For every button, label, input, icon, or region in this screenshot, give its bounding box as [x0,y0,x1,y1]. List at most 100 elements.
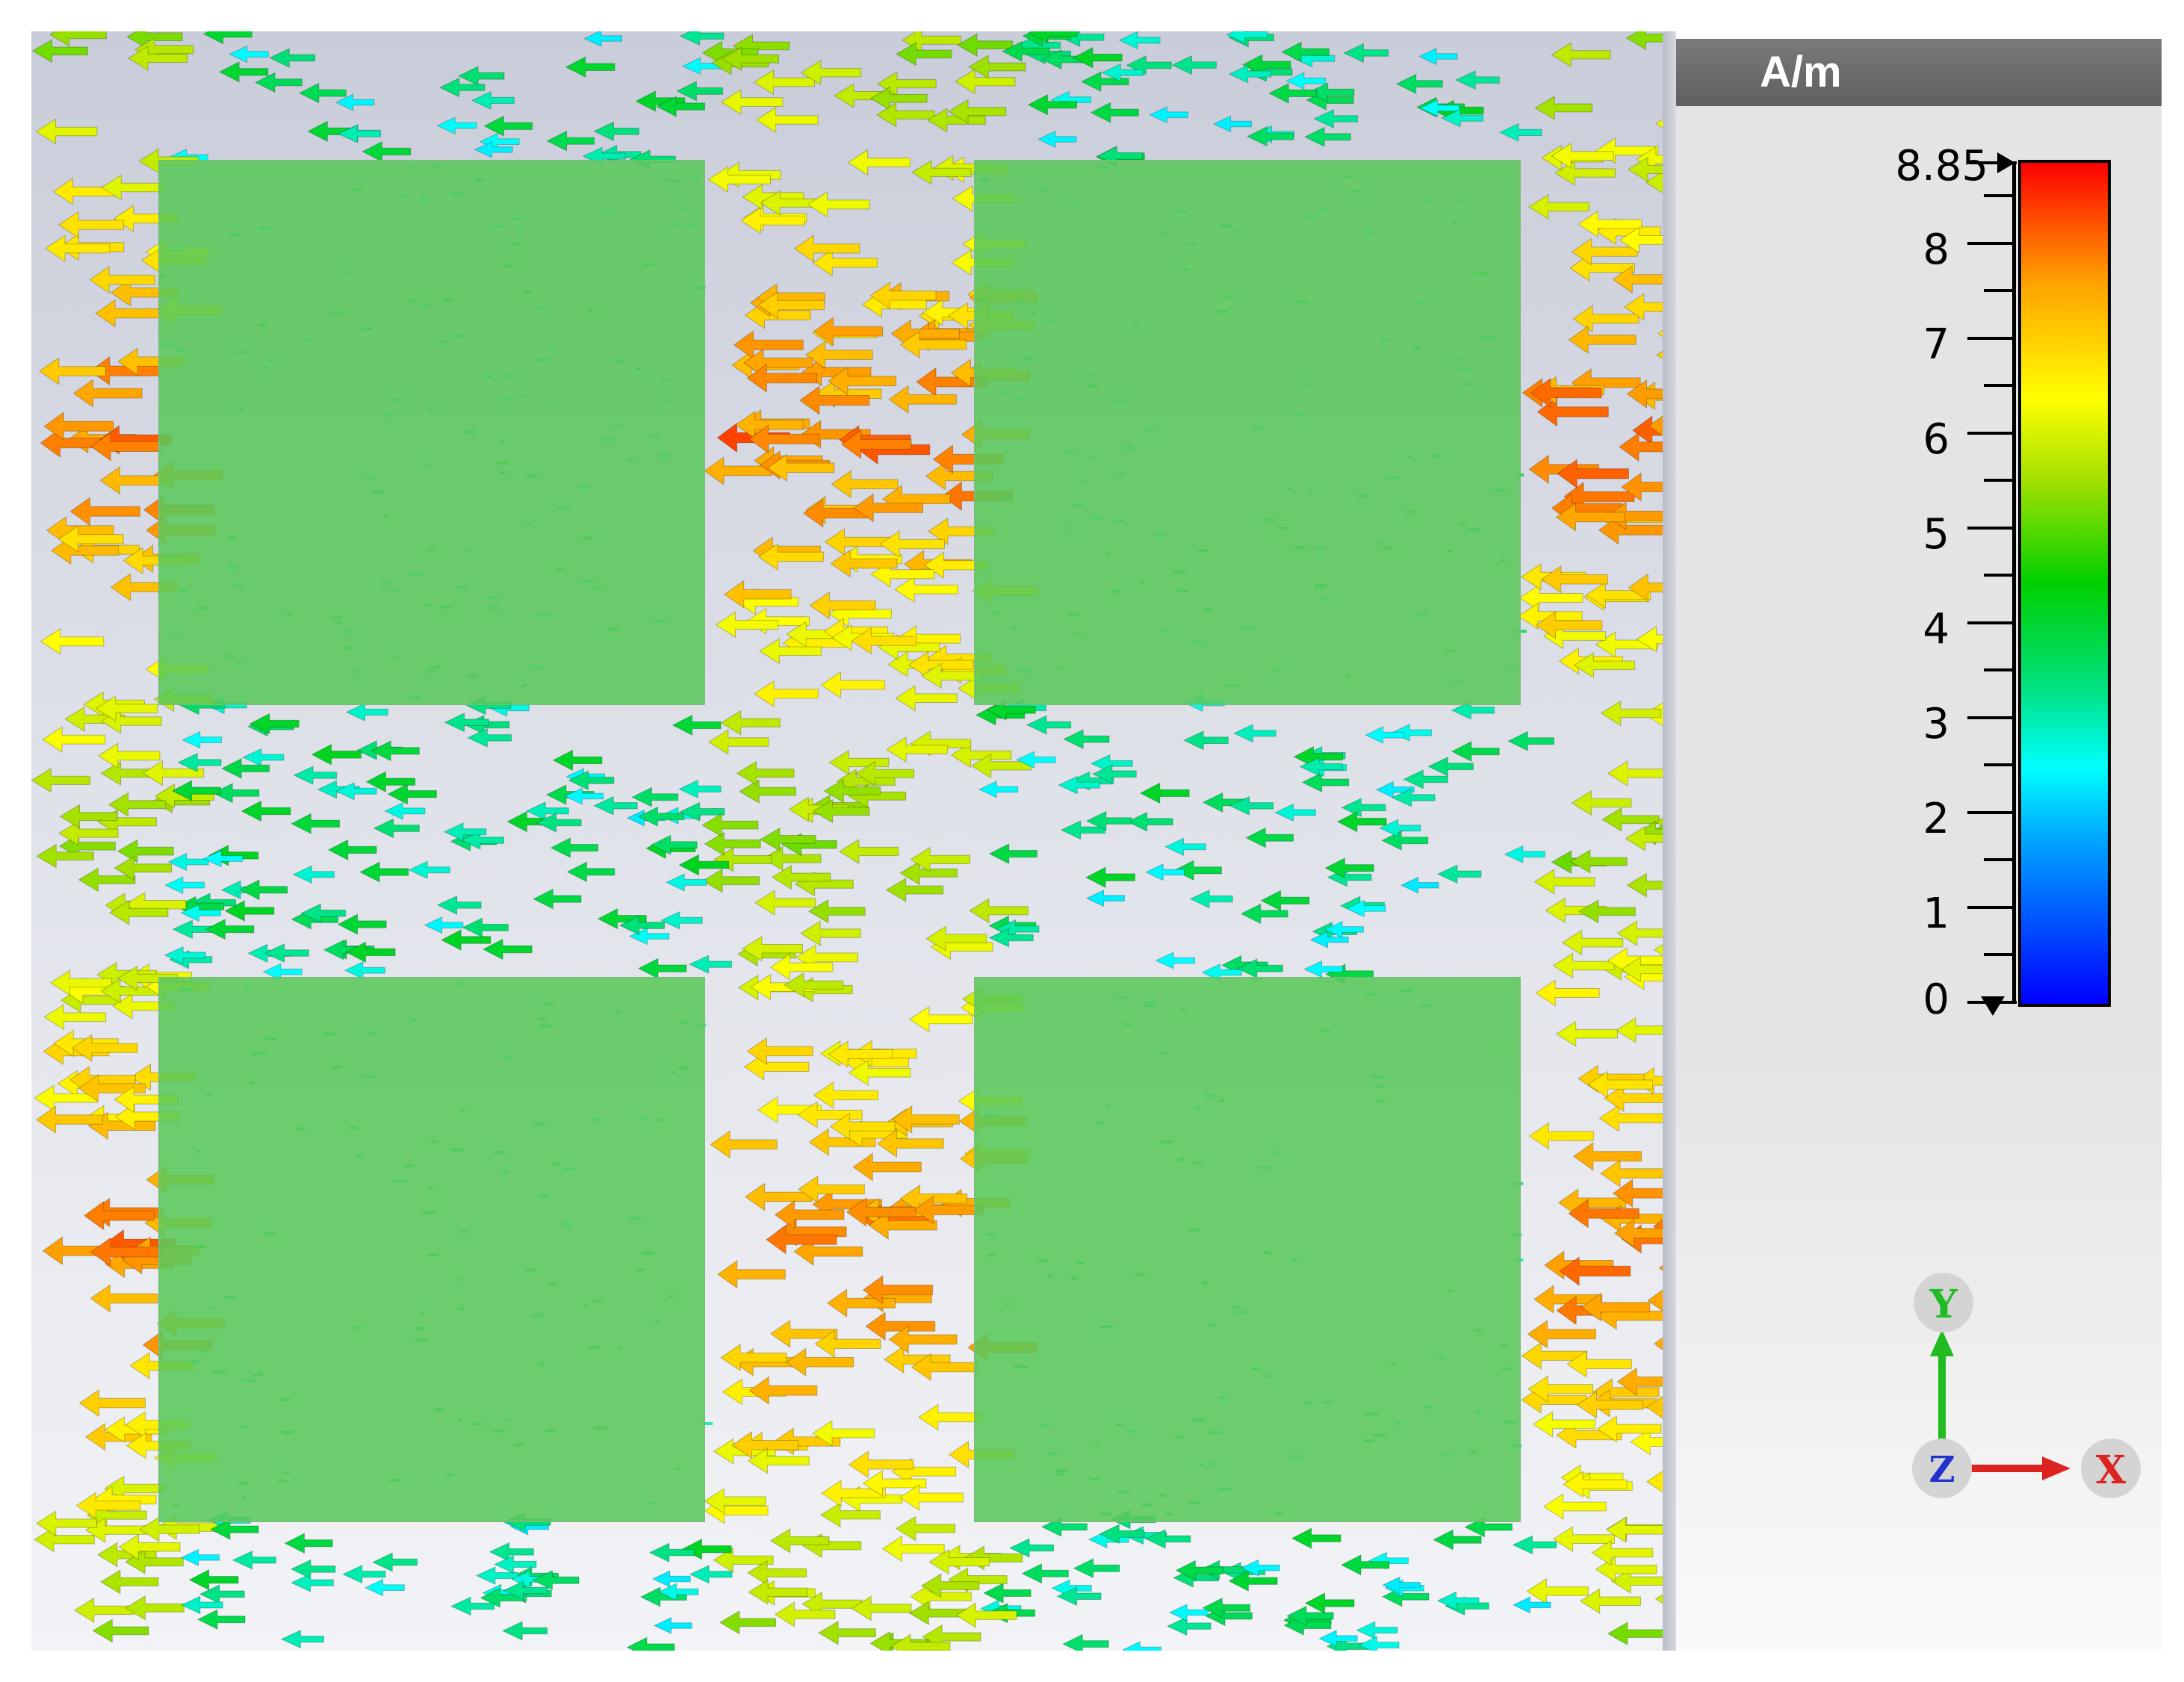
field-arrow [128,46,188,71]
field-arrow [1062,1633,1109,1651]
field-arrow [896,42,952,66]
field-arrow [1175,1560,1224,1581]
field-arrow [458,66,505,87]
field-arrow [885,878,944,902]
field-arrow [814,1329,881,1358]
field-arrow [269,48,316,68]
field-arrow [969,898,1029,924]
field-arrow [895,1515,956,1542]
field-arrow [1436,864,1482,884]
field-arrow [436,117,477,134]
field-arrow [565,56,615,78]
field-arrow [820,1502,881,1528]
field-arrow [988,843,1037,865]
field-arrow [69,497,140,527]
field-arrow [58,525,124,553]
field-arrow [35,1105,103,1134]
field-arrow [807,191,870,218]
field-arrow [42,726,106,754]
field-arrow [1566,1350,1632,1378]
field-arrow [1507,730,1554,751]
field-arrow [899,1483,964,1512]
field-arrow [342,1565,386,1584]
field-arrow [1536,397,1609,427]
field-arrow [1247,125,1294,147]
field-arrow [671,714,722,736]
field-arrow [474,140,513,158]
field-arrow [182,730,222,749]
field-arrow [748,424,819,454]
field-arrow [532,1570,580,1591]
field-arrow [196,1609,246,1630]
field-arrow [702,868,760,893]
field-arrow [707,729,769,755]
field-arrow [335,782,377,801]
field-arrow [774,1601,836,1627]
field-arrow [908,1005,973,1033]
field-arrow [568,770,615,791]
field-arrow [550,837,599,858]
field-arrow [1526,1577,1589,1604]
field-arrow [955,69,1016,95]
field-arrow [1559,1256,1631,1286]
field-arrow [441,929,491,951]
field-arrow [1027,94,1077,116]
field-arrow [1202,792,1250,813]
field-arrow [660,910,703,930]
patch-top-left [158,160,705,705]
field-arrow [637,958,687,979]
field-arrow [1008,1538,1055,1558]
field-arrow [1001,40,1050,62]
field-arrow [1534,96,1593,120]
field-arrow [1569,849,1628,874]
colorbar-tick [1984,479,2014,482]
field-arrow [1554,160,1616,186]
field-arrow [1318,1630,1358,1648]
field-arrow [1291,1527,1341,1549]
field-arrow [45,235,111,262]
field-arrow [911,159,972,185]
field-arrow [142,760,205,786]
field-arrow [1615,1017,1663,1043]
field-arrow [720,710,781,736]
field-arrow [1648,415,1663,437]
field-viewport[interactable] [31,31,1663,1651]
field-arrow [444,713,489,733]
field-arrow [359,861,409,883]
colorbar-tick [1984,574,2014,577]
field-arrow [1528,193,1589,220]
field-arrow [1324,920,1364,939]
tick-label-6: 6 [1923,415,1949,464]
field-arrow [656,96,706,117]
field-arrow [1358,1636,1400,1651]
field-arrow [494,1555,537,1574]
field-arrow [1228,64,1272,84]
colorbar-tick [1984,953,2014,957]
field-arrow [1189,889,1233,909]
field-arrow [1551,142,1614,170]
field-arrow [362,140,412,163]
field-arrow [71,1034,138,1062]
field-arrow [710,1130,778,1159]
field-arrow [83,1200,155,1231]
field-arrow [769,1528,830,1554]
field-arrow [467,727,512,748]
field-arrow [869,282,937,310]
field-arrow [1572,305,1639,333]
field-arrow [1433,1529,1482,1551]
colorbar-tick [1984,289,2014,293]
field-arrow [533,888,582,910]
field-arrow [1573,652,1635,679]
field-arrow [748,1376,818,1405]
field-arrow [746,363,818,393]
field-arrow [925,925,987,952]
field-arrow [373,818,420,839]
colorbar-tick [1967,431,2014,435]
side-panel-lower [1676,1055,2162,1651]
patch-bottom-right [974,977,1521,1522]
field-arrow [807,899,866,924]
field-arrow [865,1312,936,1341]
max-marker [1969,152,2017,173]
field-arrow [1303,126,1351,147]
field-arrow [1307,82,1355,103]
